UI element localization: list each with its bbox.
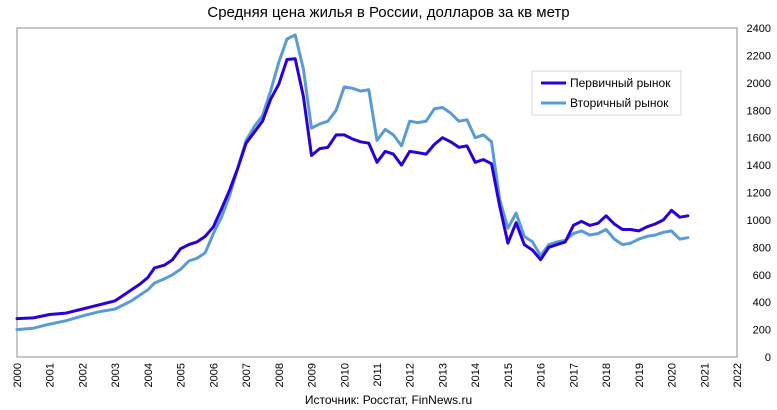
y-tick-label: 0 [765, 352, 771, 364]
x-tick-label: 2005 [176, 363, 188, 387]
x-axis-ticks: 2000 2001 2002 2003 2004 2005 2006 2007 2008 2009… [12, 363, 744, 387]
y-tick-label: 800 [753, 242, 771, 254]
series-lines [15, 33, 690, 332]
x-tick-label: 2021 [699, 363, 711, 387]
y-tick-label: 1800 [747, 105, 771, 117]
y-tick-label: 1000 [747, 215, 771, 227]
legend-box [531, 70, 682, 116]
y-tick-label: 2400 [747, 23, 771, 35]
series-line-secondary [15, 33, 690, 332]
x-tick-label: 2018 [601, 363, 613, 387]
x-tick-label: 2013 [437, 363, 449, 387]
x-tick-label: 2010 [339, 363, 351, 387]
y-axis-ticks: 0 200 400 600 800 1000 1200 1400 1600 1800 2000 220… [747, 23, 771, 364]
y-tick-label: 2200 [747, 50, 771, 62]
y-tick-label: 200 [753, 325, 771, 337]
x-tick-label: 2000 [12, 363, 24, 387]
x-tick-label: 2001 [45, 363, 57, 387]
x-tick-label: 2003 [110, 363, 122, 387]
y-tick-label: 600 [753, 270, 771, 282]
series-line-primary [15, 57, 690, 321]
legend-label-secondary: Вторичный рынок [570, 96, 669, 110]
x-tick-label: 2020 [667, 363, 679, 387]
x-tick-label: 2006 [208, 363, 220, 387]
x-tick-label: 2011 [372, 363, 384, 387]
x-tick-label: 2008 [274, 363, 286, 387]
y-tick-label: 1400 [747, 160, 771, 172]
x-tick-label: 2017 [568, 363, 580, 387]
legend: Первичный рынок Вторичный рынок [531, 70, 682, 116]
x-tick-label: 2012 [405, 363, 417, 387]
y-tick-label: 1600 [747, 133, 771, 145]
x-tick-label: 2014 [470, 363, 482, 387]
y-tick-label: 1200 [747, 188, 771, 200]
chart-title: Средняя цена жилья в России, долларов за… [207, 4, 570, 21]
x-tick-label: 2015 [503, 363, 515, 387]
x-tick-label: 2009 [307, 363, 319, 387]
x-tick-label: 2004 [143, 363, 155, 387]
y-tick-label: 400 [753, 297, 771, 309]
x-tick-label: 2007 [241, 363, 253, 387]
x-tick-label: 2016 [536, 363, 548, 387]
x-tick-label: 2019 [634, 363, 646, 387]
x-tick-label: 2002 [77, 363, 89, 387]
chart-source: Источник: Росстат, FinNews.ru [304, 393, 473, 407]
x-tick-label: 2022 [732, 363, 744, 387]
y-tick-label: 2000 [747, 78, 771, 90]
legend-label-primary: Первичный рынок [570, 76, 671, 90]
